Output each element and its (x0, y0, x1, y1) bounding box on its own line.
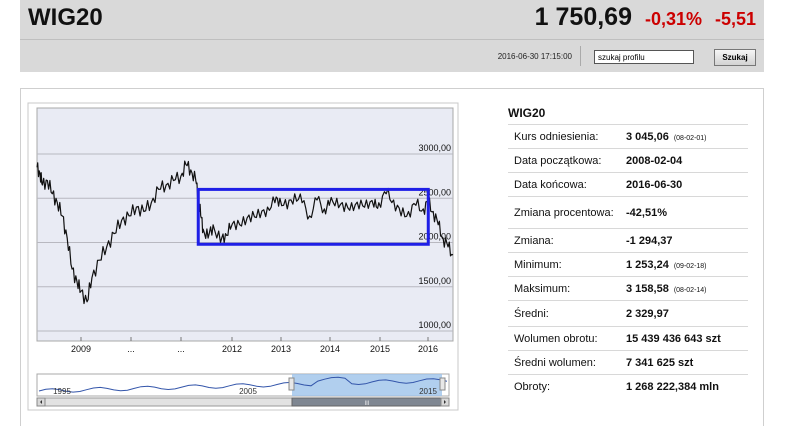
stats-label: Obroty: (514, 380, 551, 393)
stats-value-text: 3 158,58 (626, 282, 669, 295)
stats-label: Zmiana procentowa: (514, 206, 614, 219)
x-tick-label: 2016 (418, 344, 438, 354)
scroll-left-arrow-icon (40, 400, 42, 404)
stats-value-text: -1 294,37 (626, 234, 673, 247)
index-name: WIG20 (28, 4, 103, 31)
stats-value: 3 045,06 (08-02-01) (626, 131, 707, 143)
navigator-selection (292, 374, 442, 396)
x-tick-label: ... (127, 344, 135, 354)
stats-value-text: 1 253,24 (626, 258, 669, 271)
stats-row: Obroty: 1 268 222,384 mln (508, 374, 748, 398)
stats-value: 2 329,97 (626, 308, 669, 320)
stats-row: Średni: 2 329,97 (508, 300, 748, 326)
stats-value: 7 341 625 szt (626, 357, 693, 369)
change-absolute: -5,51 (714, 9, 756, 29)
x-tick-label: 2014 (320, 344, 340, 354)
timestamp: 2016-06-30 17:15:00 (497, 52, 572, 61)
x-tick-label: 2015 (370, 344, 390, 354)
stats-value-text: 15 439 436 643 szt (626, 332, 721, 345)
x-tick-label: ... (177, 344, 185, 354)
stats-value-text: 3 045,06 (626, 130, 669, 143)
stats-label: Wolumen obrotu: (514, 332, 598, 345)
stats-row: Data początkowa: 2008-02-04 (508, 148, 748, 172)
x-tick-label: 2013 (271, 344, 291, 354)
stats-value-text: 2016-06-30 (626, 178, 683, 191)
stats-label: Data końcowa: (514, 178, 587, 191)
navigator-handle-right (439, 377, 446, 391)
y-tick-label: 3000,00 (418, 143, 451, 153)
scroll-right-arrow-icon (444, 400, 446, 404)
stats-value: 2016-06-30 (626, 179, 682, 191)
stats-label: Minimum: (514, 258, 562, 271)
stats-value: 1 268 222,384 mln (626, 381, 719, 393)
navigator-line (38, 376, 448, 393)
stats-row: Zmiana: -1 294,37 (508, 228, 748, 252)
stats-value: 2008-02-04 (626, 155, 682, 167)
stats-date: (08-02-14) (673, 286, 707, 294)
price-line (36, 160, 454, 305)
stats-row: Kurs odniesienia: 3 045,06 (08-02-01) (508, 124, 748, 148)
stats-value-text: -42,51% (626, 206, 667, 219)
stats-table: WIG20 Kurs odniesienia: 3 045,06 (08-02-01… (508, 106, 748, 398)
stats-label: Zmiana: (514, 234, 554, 247)
stats-value: 3 158,58 (08-02-14) (626, 283, 707, 295)
scrollbar-grip: III (364, 401, 369, 407)
search-button[interactable]: Szukaj (714, 49, 756, 66)
stats-label: Średni wolumen: (514, 356, 596, 369)
stats-title: WIG20 (508, 106, 546, 120)
stats-value: -1 294,37 (626, 235, 672, 247)
stats-date: (08-02-01) (673, 134, 707, 142)
y-tick-label: 2000,00 (418, 232, 451, 242)
stats-value: 1 253,24 (09-02-18) (626, 259, 707, 271)
stats-label: Średni: (514, 307, 549, 320)
navigator-year-label: 2015 (419, 387, 437, 396)
y-tick-label: 2500,00 (418, 187, 451, 197)
stats-value-text: 2008-02-04 (626, 154, 683, 167)
stats-label: Maksimum: (514, 282, 571, 295)
content-panel (20, 88, 764, 426)
y-tick-label: 1000,00 (418, 320, 451, 330)
stats-value-text: 7 341 625 szt (626, 356, 694, 369)
quote-header: WIG20 1 750,69 -0,31% -5,51 2016-06-30 1… (20, 0, 764, 72)
stats-label: Data początkowa: (514, 154, 602, 167)
search-profile-input[interactable] (594, 50, 694, 64)
header-vertical-divider (580, 46, 581, 66)
header-divider (20, 39, 764, 40)
stats-row: Minimum: 1 253,24 (09-02-18) (508, 252, 748, 276)
highlight-box (196, 187, 430, 246)
navigator-year-label: 2005 (239, 387, 257, 396)
navigator-year-label: 1995 (53, 387, 71, 396)
stats-value-text: 2 329,97 (626, 307, 669, 320)
index-value: 1 750,69 (534, 3, 632, 31)
navigator-handle-left (288, 377, 295, 391)
stats-value-text: 1 268 222,384 mln (626, 380, 719, 393)
stats-row: Zmiana procentowa: -42,51% (508, 196, 748, 228)
change-percent: -0,31% (644, 9, 702, 29)
y-tick-label: 1500,00 (418, 276, 451, 286)
stats-value: -42,51% (626, 207, 667, 219)
stats-label: Kurs odniesienia: (514, 130, 599, 143)
stats-row: Data końcowa: 2016-06-30 (508, 172, 748, 196)
stats-value: 15 439 436 643 szt (626, 333, 721, 345)
x-tick-label: 2012 (222, 344, 242, 354)
stats-date: (09-02-18) (673, 262, 707, 270)
stats-row: Średni wolumen: 7 341 625 szt (508, 350, 748, 374)
stats-row: Maksimum: 3 158,58 (08-02-14) (508, 276, 748, 300)
stats-row: Wolumen obrotu: 15 439 436 643 szt (508, 326, 748, 350)
x-tick-label: 2009 (71, 344, 91, 354)
